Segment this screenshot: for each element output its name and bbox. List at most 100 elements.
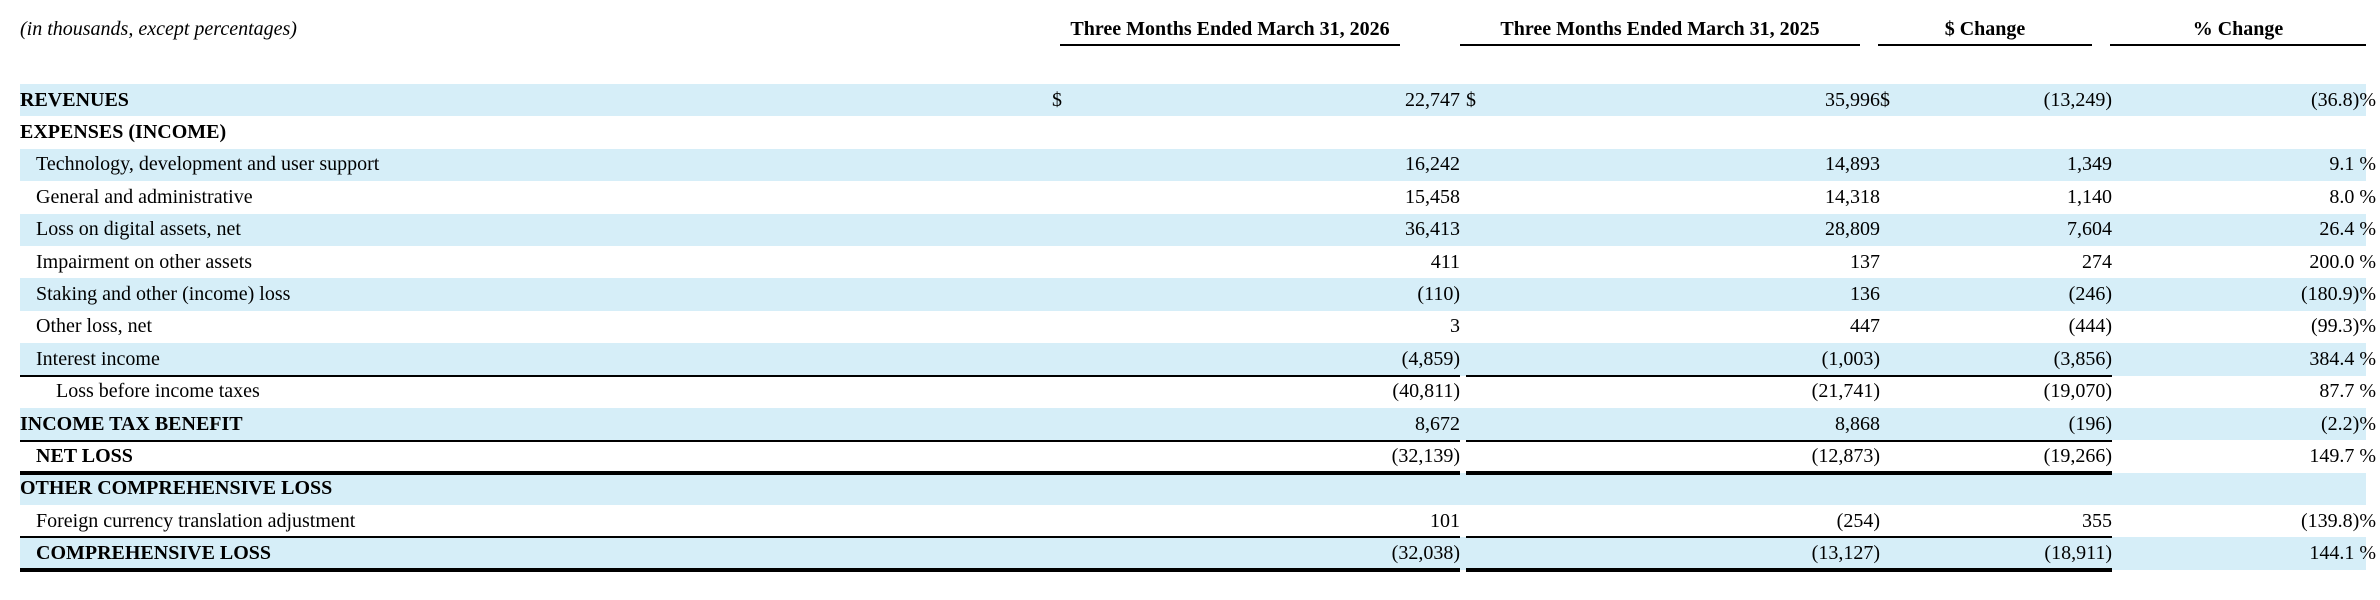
table-row: Impairment on other assets 411 137 274 2…: [20, 246, 2376, 278]
percent-change: (2.2)%: [2321, 412, 2376, 435]
subtotal-rule: [1878, 440, 2112, 442]
dollar-change: (18,911): [2044, 542, 2112, 565]
dollar-change: 274: [2082, 250, 2112, 273]
value-2025: 14,318: [1825, 185, 1880, 208]
total-rule: [1466, 568, 1880, 572]
percent-change: (139.8)%: [2301, 509, 2376, 532]
percent-change: 87.7 %: [2319, 380, 2376, 403]
percent-change: (180.9)%: [2301, 283, 2376, 306]
table-row-loss-before-taxes: Loss before income taxes (40,811) (21,74…: [20, 376, 2376, 408]
value-2026: 411: [1430, 250, 1460, 273]
value-2026: 101: [1430, 509, 1460, 532]
total-rule: [1878, 471, 2112, 475]
subtotal-rule: [20, 375, 1460, 377]
table-row-income-tax-benefit: INCOME TAX BENEFIT 8,672 8,868 (196) (2.…: [20, 407, 2376, 441]
row-label: General and administrative: [36, 185, 253, 208]
row-label: Other loss, net: [36, 315, 153, 338]
value-2026: (110): [1417, 283, 1460, 306]
value-2026: 36,413: [1405, 218, 1460, 241]
table-header: (in thousands, except percentages) Three…: [0, 0, 2380, 46]
dollar-change: (19,266): [2043, 444, 2112, 467]
value-2026: 3: [1450, 315, 1460, 338]
subtotal-rule: [20, 440, 1460, 442]
table-row: Other loss, net 3 447 (444) (99.3)%: [20, 311, 2376, 343]
column-header-2025: Three Months Ended March 31, 2025: [1460, 14, 1860, 46]
table-row: General and administrative 15,458 14,318…: [20, 181, 2376, 213]
percent-change: (99.3)%: [2311, 315, 2376, 338]
percent-change: 26.4 %: [2319, 218, 2376, 241]
table-row-other-comprehensive-heading: OTHER COMPREHENSIVE LOSS: [20, 472, 2366, 506]
currency-symbol: $: [1052, 88, 1062, 111]
value-2026: 8,672: [1415, 412, 1460, 435]
subtotal-rule: [1466, 375, 1880, 377]
dollar-change: 7,604: [2067, 218, 2112, 241]
units-note: (in thousands, except percentages): [20, 18, 297, 40]
value-2025: (21,741): [1811, 380, 1880, 403]
table-row: Loss on digital assets, net 36,413 28,80…: [20, 213, 2376, 246]
dollar-change: (444): [2068, 315, 2112, 338]
dollar-change: (13,249): [2043, 88, 2112, 111]
currency-symbol: $: [1880, 88, 1890, 111]
dollar-change: 1,140: [2067, 185, 2112, 208]
value-2025: 14,893: [1825, 153, 1880, 176]
dollar-change: (19,070): [2043, 380, 2112, 403]
dollar-change: 355: [2082, 509, 2112, 532]
row-label: Foreign currency translation adjustment: [36, 509, 356, 532]
currency-symbol: $: [1466, 88, 1476, 111]
percent-change: (36.8)%: [2311, 88, 2376, 111]
value-2025: 137: [1850, 250, 1880, 273]
table-row-revenues: REVENUES $ 22,747 $ 35,996 $ (13,249) (3…: [20, 84, 2376, 117]
row-label: EXPENSES (INCOME): [20, 121, 227, 144]
row-label: Impairment on other assets: [36, 250, 253, 273]
row-label: Interest income: [36, 347, 160, 370]
percent-change: 384.4 %: [2309, 347, 2376, 370]
value-2026: 16,242: [1405, 153, 1460, 176]
row-label: Technology, development and user support: [36, 153, 380, 176]
value-2025: 136: [1850, 283, 1880, 306]
table-row: Technology, development and user support…: [20, 148, 2376, 182]
row-label: Loss before income taxes: [56, 380, 260, 403]
value-2025: (13,127): [1811, 542, 1880, 565]
table-row-expenses-heading: EXPENSES (INCOME): [20, 116, 2366, 148]
table-row-net-loss: NET LOSS (32,139) (12,873) (19,266) 149.…: [20, 440, 2376, 472]
column-header-2026: Three Months Ended March 31, 2026: [1060, 14, 1400, 46]
row-label: NET LOSS: [36, 444, 133, 467]
dollar-change: (3,856): [2053, 347, 2112, 370]
percent-change: 144.1 %: [2309, 542, 2376, 565]
row-label: INCOME TAX BENEFIT: [20, 412, 243, 435]
subtotal-rule: [20, 536, 1460, 538]
table-row: Staking and other (income) loss (110) 13…: [20, 278, 2376, 311]
percent-change: 200.0 %: [2309, 250, 2376, 273]
table-row-comprehensive-loss: COMPREHENSIVE LOSS (32,038) (13,127) (18…: [20, 537, 2376, 570]
table-row: Interest income (4,859) (1,003) (3,856) …: [20, 343, 2376, 376]
subtotal-rule: [1878, 375, 2112, 377]
percent-change: 9.1 %: [2329, 153, 2376, 176]
row-label: Staking and other (income) loss: [36, 283, 291, 306]
percent-change: 8.0 %: [2329, 185, 2376, 208]
subtotal-rule: [1466, 440, 1880, 442]
table-row: Foreign currency translation adjustment …: [20, 505, 2376, 537]
table-body: REVENUES $ 22,747 $ 35,996 $ (13,249) (3…: [20, 84, 2376, 572]
dollar-change: (196): [2068, 412, 2112, 435]
dollar-change: 1,349: [2067, 153, 2112, 176]
value-2026: (32,139): [1391, 444, 1460, 467]
value-2026: 15,458: [1405, 185, 1460, 208]
percent-change: 149.7 %: [2309, 444, 2376, 467]
total-rule: [1878, 568, 2112, 572]
column-header-dollar-change: $ Change: [1878, 14, 2092, 46]
value-2025: 8,868: [1835, 412, 1880, 435]
value-2025: 35,996: [1825, 88, 1880, 111]
total-rule: [20, 471, 1460, 475]
value-2026: (4,859): [1401, 347, 1460, 370]
row-label: Loss on digital assets, net: [36, 218, 241, 241]
value-2026: (40,811): [1392, 380, 1460, 403]
value-2025: 447: [1850, 315, 1880, 338]
subtotal-rule: [1466, 536, 1880, 538]
dollar-change: (246): [2068, 283, 2112, 306]
value-2026: 22,747: [1405, 88, 1460, 111]
value-2025: (254): [1836, 509, 1880, 532]
column-header-percent-change: % Change: [2110, 14, 2366, 46]
subtotal-rule: [1878, 536, 2112, 538]
total-rule: [1466, 471, 1880, 475]
